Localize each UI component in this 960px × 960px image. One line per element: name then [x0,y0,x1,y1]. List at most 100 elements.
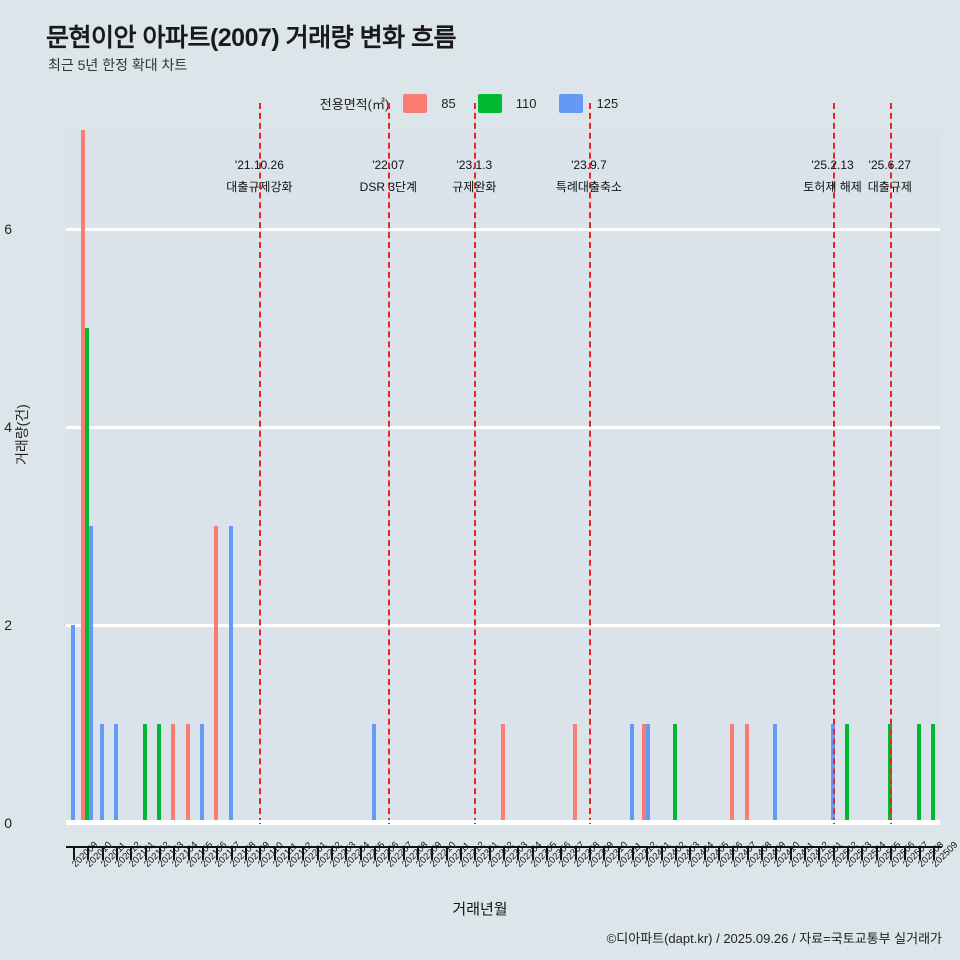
bar-202105-85[interactable] [185,724,190,823]
x-tick [144,848,147,860]
bar-202011-125[interactable] [99,724,104,823]
bar-202508-110[interactable] [916,724,921,823]
x-axis-title: 거래년월 [452,901,508,918]
bar-202303-85[interactable] [501,724,505,823]
x-tick [775,848,778,860]
bar-202104-85[interactable] [171,724,176,823]
x-tick [417,848,420,860]
x-tick [302,848,305,860]
annotation-label-202506: '25.6.27 대출규제 [868,158,912,195]
bar-202108-125[interactable] [228,526,233,823]
annotation-line-202207 [388,103,391,824]
legend-item-125[interactable]: 125 [558,94,619,113]
y-axis-title: 거래량(건) [14,404,30,465]
x-tick [717,848,720,860]
bar-202401-125[interactable] [646,724,651,823]
x-tick [474,848,477,860]
annotation-date: '25.6.27 [868,158,912,172]
x-tick [603,848,606,860]
x-tick [101,848,104,860]
annotation-date: '23.9.7 [571,158,607,172]
x-tick [904,848,907,860]
x-tick [545,848,548,860]
bar-202102-110[interactable] [142,724,147,823]
annotation-date: '22.07 [372,158,405,172]
x-tick [216,848,219,860]
bar-202410-125[interactable] [773,724,778,823]
gridline [66,821,940,825]
x-tick [746,848,749,860]
x-tick [703,848,706,860]
x-tick [889,848,892,860]
bar-202010-110[interactable] [85,328,90,823]
bar-202103-110[interactable] [157,724,162,823]
x-tick [560,848,563,860]
annotation-label-202301: '23.1.3 규제완화 [452,158,496,195]
plot-background [66,130,940,823]
x-tick [345,848,348,860]
annotation-line-202110 [259,103,262,824]
legend: 전용면적(㎡) 85 110 125 [0,94,960,113]
bar-202403-110[interactable] [672,724,677,823]
gridline [66,425,940,429]
x-tick [760,848,763,860]
bar-202009-125[interactable] [71,625,76,823]
axis-baseline [66,820,940,823]
bar-202312-125[interactable] [629,724,634,823]
x-tick [660,848,663,860]
annotation-text: 규제완화 [452,180,497,194]
legend-label-125: 125 [596,96,619,111]
x-tick [159,848,162,860]
x-tick [517,848,520,860]
annotation-label-202207: '22.07 DSR 3단계 [360,158,417,195]
legend-label-110: 110 [515,96,537,111]
annotation-text: 대출규제 [867,180,912,194]
bar-202010-85[interactable] [81,130,86,823]
x-tick [388,848,391,860]
legend-swatch-85 [403,94,428,113]
plot-area [66,103,940,825]
annotation-text: DSR 3단계 [359,180,418,194]
x-tick [932,848,935,860]
x-tick [732,848,735,860]
x-tick [803,848,806,860]
x-tick [861,848,864,860]
x-tick [374,848,377,860]
bar-202407-85[interactable] [730,724,735,823]
x-tick [273,848,276,860]
x-tick [230,848,233,860]
x-tick [832,848,835,860]
bar-202012-125[interactable] [114,724,119,823]
legend-title: 전용면적(㎡) [319,97,390,112]
bar-202106-125[interactable] [200,724,205,823]
x-tick [460,848,463,860]
x-tick [846,848,849,860]
bar-202509-110[interactable] [930,724,935,823]
x-tick [646,848,649,860]
bar-202010-125[interactable] [89,526,94,823]
annotation-label-202502: '25.2.13 토허제 해제 [803,158,862,195]
legend-label-85: 85 [441,96,456,111]
bar-202308-85[interactable] [572,724,577,823]
legend-item-85[interactable]: 85 [403,94,456,113]
y-tick-label: 4 [4,419,12,435]
annotation-date: '25.2.13 [811,158,854,172]
x-tick [488,848,491,860]
bar-202107-85[interactable] [214,526,219,823]
annotation-line-202502 [832,103,835,824]
bar-202401-85[interactable] [642,724,647,823]
annotation-date: '23.1.3 [456,158,493,172]
legend-item-110[interactable]: 110 [477,94,537,113]
y-tick-label: 6 [4,221,12,237]
bar-202503-110[interactable] [844,724,849,823]
bar-202206-125[interactable] [372,724,377,823]
gridline [66,227,940,231]
x-tick [87,848,90,860]
bar-202408-85[interactable] [744,724,749,823]
x-tick [631,848,634,860]
x-tick [818,848,821,860]
x-tick [918,848,921,860]
x-tick [202,848,205,860]
y-tick-label: 2 [4,617,12,633]
annotation-label-202110: '21.10.26 대출규제강화 [226,158,292,195]
